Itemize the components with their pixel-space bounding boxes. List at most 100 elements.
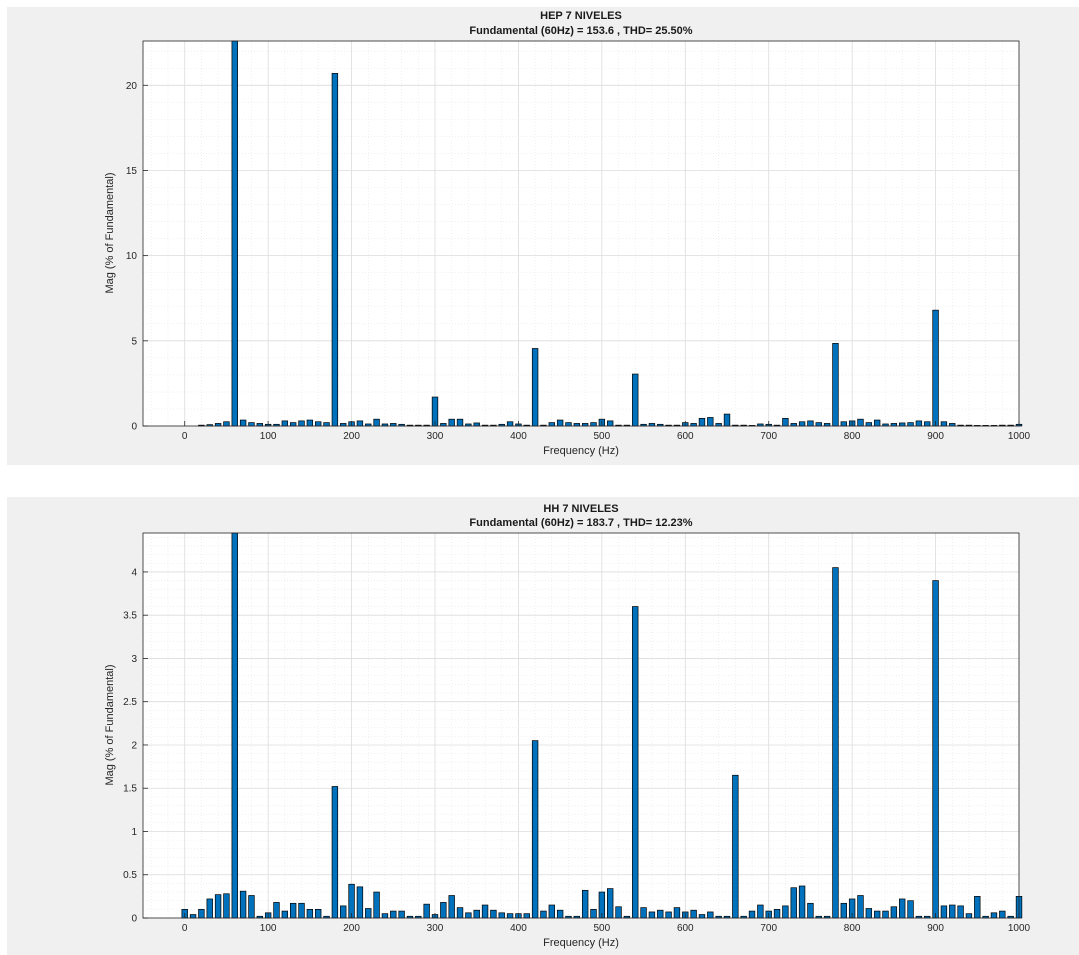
x-axis-label: Frequency (Hz) [543, 937, 619, 949]
x-axis-label: Frequency (Hz) [543, 445, 619, 457]
chart-top: 0 100 200 300 400 500 600 700 800 900 1000 0 5 10 15 20… [104, 10, 1031, 457]
bar [356, 420, 364, 427]
bar [590, 422, 597, 427]
bar [315, 421, 322, 427]
bar [932, 309, 939, 427]
y-tick-label: 0 [131, 422, 137, 433]
bar [590, 908, 597, 919]
bar [231, 40, 238, 427]
tick-labels: 0 100 200 300 400 500 600 700 800 900 1000 0 5 10 15 20 [126, 81, 1031, 442]
y-tick-label: 2 [131, 740, 137, 751]
x-tick-label: 100 [260, 431, 277, 442]
bar [907, 900, 914, 919]
bar [640, 907, 647, 919]
x-tick-label: 900 [927, 923, 944, 934]
bar [423, 903, 430, 919]
bar [815, 422, 822, 427]
y-tick-label: 1.5 [123, 784, 137, 795]
bar [840, 902, 847, 919]
y-tick-label: 10 [126, 251, 138, 262]
bar [248, 422, 255, 427]
plot-border [142, 40, 1020, 427]
y-tick-label: 3.5 [123, 611, 137, 622]
bar [798, 885, 806, 919]
bar [448, 418, 455, 427]
figure-panel-top: 0 100 200 300 400 500 600 700 800 900 1000 0 5 10 15 20… [7, 7, 1079, 465]
y-tick-label: 15 [126, 166, 138, 177]
bar [331, 73, 339, 427]
bar [248, 895, 255, 919]
bar [465, 912, 472, 919]
bar [723, 413, 731, 427]
bar [531, 348, 539, 427]
bar [565, 422, 572, 427]
bar [873, 910, 881, 919]
y-axis-label: Mag (% of Fundamental) [104, 172, 116, 293]
x-tick-label: 200 [343, 431, 360, 442]
bar [615, 906, 622, 919]
x-tick-label: 500 [594, 431, 611, 442]
bar [782, 417, 789, 427]
y-tick-label: 2.5 [123, 697, 137, 708]
bar [940, 905, 948, 919]
bar [473, 422, 480, 427]
tick-labels: 0 100 200 300 400 500 600 700 800 900 1000 0 0.5 1 1.5… [123, 567, 1030, 934]
bar [289, 902, 297, 919]
bar [807, 902, 814, 919]
x-tick-label: 500 [594, 923, 611, 934]
bar [840, 421, 847, 427]
bar [707, 417, 714, 427]
bar [490, 909, 497, 919]
bar [506, 913, 514, 919]
bar [857, 418, 864, 427]
bar [632, 606, 639, 919]
bar [690, 909, 697, 919]
bar [398, 910, 405, 919]
x-tick-label: 0 [182, 431, 188, 442]
bar [607, 888, 614, 919]
chart-bottom: 0 100 200 300 400 500 600 700 800 900 1000 0 0.5 1 1.5… [104, 503, 1031, 949]
x-tick-label: 700 [760, 923, 777, 934]
bar [214, 894, 222, 919]
bar [882, 910, 889, 919]
x-tick-label: 1000 [1008, 923, 1031, 934]
bar [548, 422, 555, 427]
x-tick-label: 900 [927, 431, 944, 442]
bar [857, 895, 864, 919]
bar [315, 908, 322, 919]
bar [890, 906, 898, 919]
bar [990, 912, 998, 919]
bar [748, 910, 756, 919]
bar [865, 422, 873, 427]
x-tick-label: 0 [182, 923, 188, 934]
bar [456, 907, 464, 919]
bar [523, 913, 530, 919]
bar [698, 417, 706, 427]
bar [473, 909, 480, 919]
bar [365, 908, 372, 919]
bar [790, 887, 797, 919]
bar [949, 904, 956, 919]
bar [198, 908, 205, 919]
bar [506, 421, 514, 427]
y-tick-label: 1 [131, 827, 137, 838]
bar [773, 908, 781, 919]
bar [306, 908, 314, 919]
bar [531, 740, 539, 919]
bar [189, 914, 197, 919]
x-tick-label: 200 [343, 923, 360, 934]
y-axis-label: Mag (% of Fundamental) [104, 664, 116, 785]
bars [198, 40, 1023, 427]
chart-title: HH 7 NIVELES [543, 503, 618, 515]
chart-subtitle: Fundamental (60Hz) = 183.7 , THD= 12.23% [469, 517, 692, 529]
bar [239, 890, 247, 919]
bar [323, 422, 330, 427]
y-tick-label: 20 [126, 81, 138, 92]
figure-panel-bottom: 0 100 200 300 400 500 600 700 800 900 1000 0 0.5 1 1.5… [7, 497, 1079, 955]
bar [448, 895, 455, 919]
x-tick-label: 100 [260, 923, 277, 934]
bar [289, 422, 297, 427]
y-tick-label: 0.5 [123, 870, 137, 881]
bar [281, 420, 289, 427]
bar [481, 904, 489, 919]
